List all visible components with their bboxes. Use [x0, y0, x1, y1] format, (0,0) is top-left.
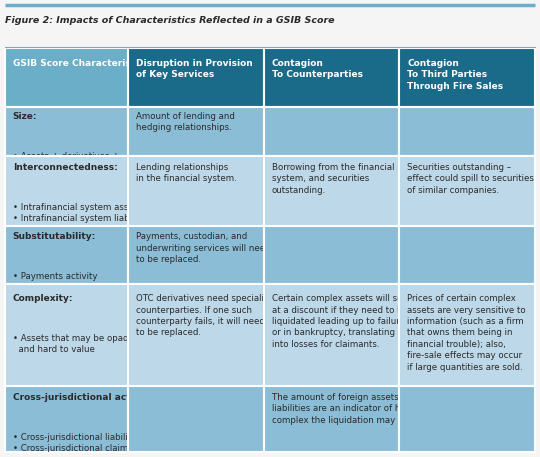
Text: Size:: Size: — [13, 112, 37, 121]
Text: • Intrafinancial system assets
• Intrafinancial system liabilities
• Securities : • Intrafinancial system assets • Intrafi… — [13, 203, 152, 234]
Text: • Assets + derivatives +
  credit commitments: • Assets + derivatives + credit commitme… — [13, 152, 119, 172]
Text: Cross-jurisdictional activity: Cross-jurisdictional activity — [13, 393, 153, 402]
Text: Substitutability:: Substitutability: — [13, 232, 96, 241]
Text: Certain complex assets will sell
at a discount if they need to be
liquidated lea: Certain complex assets will sell at a di… — [272, 294, 408, 349]
Text: • Payments activity
• Assets under custody
• Underwritten transactions
  in debt: • Payments activity • Assets under custo… — [13, 272, 136, 314]
Text: Prices of certain complex
assets are very sensitive to
information (such as a fi: Prices of certain complex assets are ver… — [407, 294, 526, 372]
Text: Payments, custodian, and
underwriting services will need
to be replaced.: Payments, custodian, and underwriting se… — [136, 232, 271, 264]
Text: Disruption in Provision
of Key Services: Disruption in Provision of Key Services — [136, 58, 253, 79]
Text: The amount of foreign assets and
liabilities are an indicator of how
complex the: The amount of foreign assets and liabili… — [272, 393, 417, 425]
Text: OTC derivatives need specialized
counterparties. If one such
counterparty fails,: OTC derivatives need specialized counter… — [136, 294, 280, 337]
Text: GSIB Score Characteristics: GSIB Score Characteristics — [13, 58, 148, 68]
Text: • Assets that may be opaque
  and hard to value: • Assets that may be opaque and hard to … — [13, 334, 139, 354]
Text: Securities outstanding –
effect could spill to securities
of similar companies.: Securities outstanding – effect could sp… — [407, 163, 534, 195]
Text: • Cross-jurisdictional liabilities
• Cross-jurisdictional claims: • Cross-jurisdictional liabilities • Cro… — [13, 433, 143, 453]
Text: Contagion
To Third Parties
Through Fire Sales: Contagion To Third Parties Through Fire … — [407, 58, 503, 90]
Text: Borrowing from the financial
system, and securities
outstanding.: Borrowing from the financial system, and… — [272, 163, 394, 195]
Text: Amount of lending and
hedging relationships.: Amount of lending and hedging relationsh… — [136, 112, 235, 133]
Text: Lending relationships
in the financial system.: Lending relationships in the financial s… — [136, 163, 237, 183]
Text: Contagion
To Counterparties: Contagion To Counterparties — [272, 58, 363, 79]
Text: Figure 2: Impacts of Characteristics Reflected in a GSIB Score: Figure 2: Impacts of Characteristics Ref… — [5, 16, 335, 25]
Text: Interconnectedness:: Interconnectedness: — [13, 163, 118, 172]
Text: Complexity:: Complexity: — [13, 294, 73, 303]
